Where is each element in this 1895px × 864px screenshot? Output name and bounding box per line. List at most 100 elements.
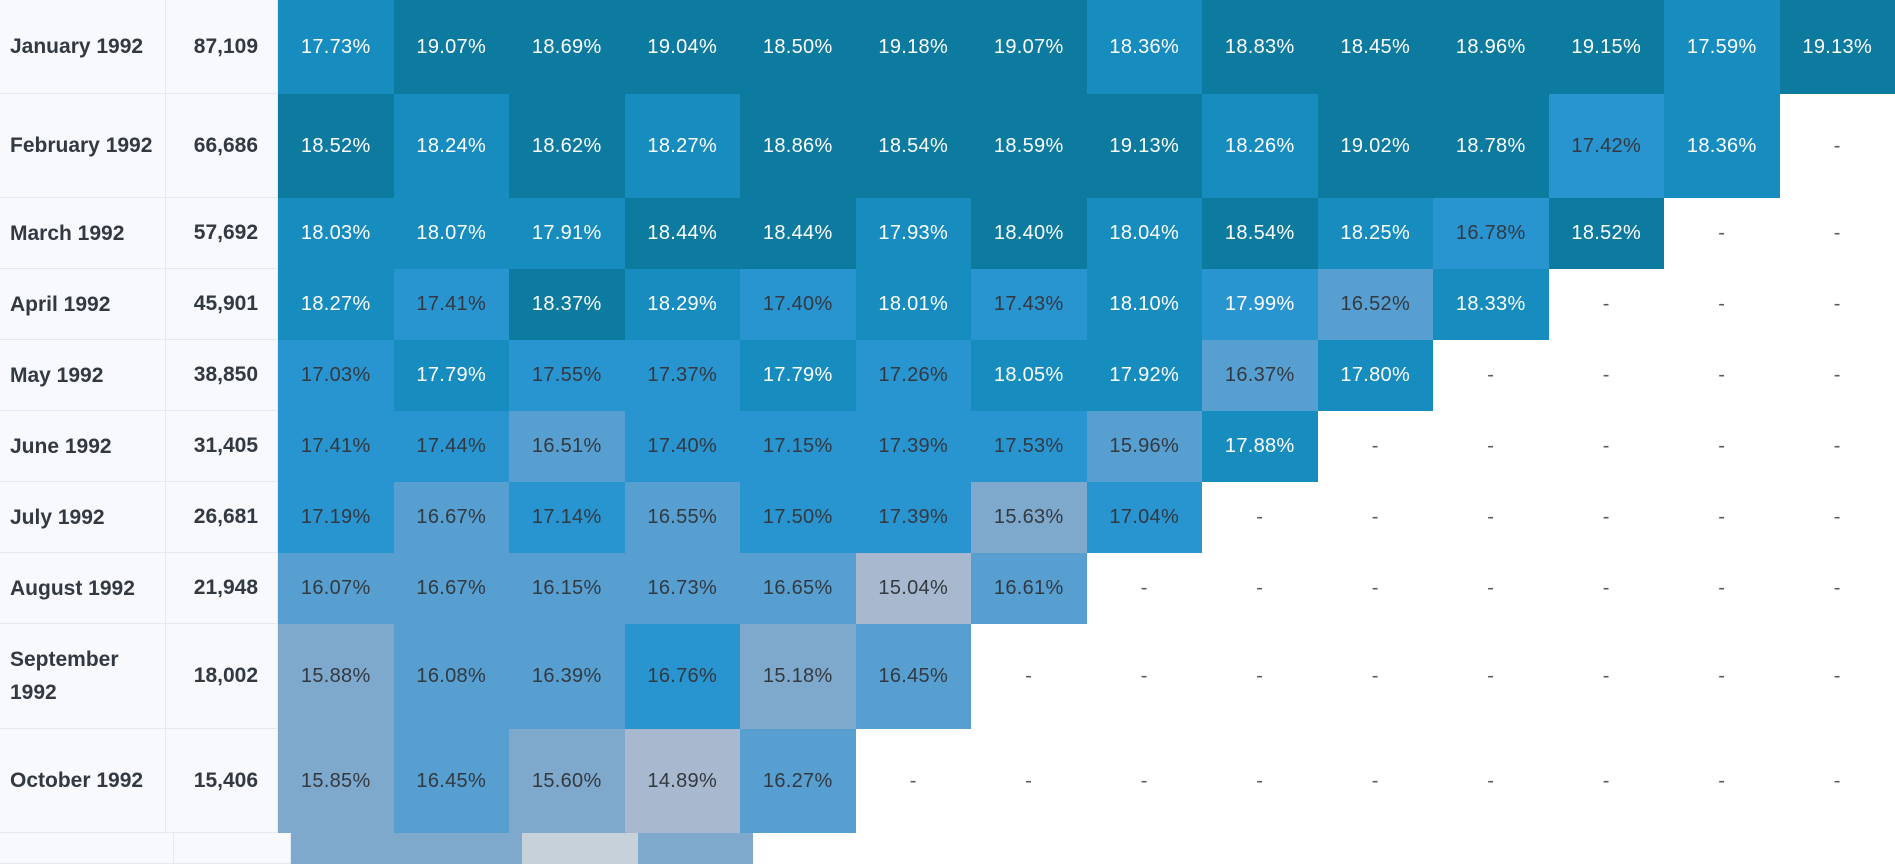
retention-cell: 17.55% — [509, 340, 625, 411]
cohort-row: September 1992 18,002 15.88% 16.08% 16.39% 16… — [0, 624, 1895, 729]
cohort-label: October 1992 — [0, 729, 167, 833]
empty-cell: - — [1602, 435, 1610, 457]
empty-cell: - — [1718, 435, 1726, 457]
cohort-label: March 1992 — [0, 198, 167, 269]
retention-cell: 16.73% — [624, 553, 740, 624]
retention-cell: 18.45% — [1317, 0, 1433, 94]
cohort-label-text: July 1992 — [10, 505, 105, 529]
cohort-label-text: March 1992 — [10, 221, 125, 245]
empty-cell: - — [1833, 293, 1841, 315]
retention-cell: 16.51% — [509, 411, 625, 482]
retention-cell: 17.59% — [1664, 0, 1780, 94]
retention-cell: 18.33% — [1433, 269, 1549, 340]
empty-cell: - — [1140, 577, 1148, 599]
retention-cell: 16.65% — [740, 553, 856, 624]
empty-cell: - — [1833, 222, 1841, 244]
retention-cell: 16.55% — [624, 482, 740, 553]
retention-cell: 18.04% — [1086, 198, 1202, 269]
cohort-label-text: May 1992 — [10, 363, 104, 387]
retention-cell: 16.61% — [971, 553, 1087, 624]
retention-cell: 16.67% — [393, 553, 509, 624]
retention-cell: 19.04% — [624, 0, 740, 94]
retention-cell: 17.39% — [855, 411, 971, 482]
cohort-size: 15,406 — [166, 729, 278, 833]
empty-cell: - — [1140, 665, 1148, 687]
retention-cell: 17.53% — [971, 411, 1087, 482]
cohort-size — [174, 833, 291, 864]
empty-cell: - — [1487, 577, 1495, 599]
retention-cell: 17.40% — [624, 411, 740, 482]
cohort-size: 57,692 — [166, 198, 278, 269]
retention-cell: 18.52% — [278, 94, 394, 198]
empty-cell: - — [1718, 364, 1726, 386]
cohort-row: April 1992 45,901 18.27% 17.41% 18.37% 18.29%… — [0, 269, 1895, 340]
retention-cell: 18.26% — [1202, 94, 1318, 198]
retention-cell: 17.14% — [509, 482, 625, 553]
empty-cell: - — [1487, 506, 1495, 528]
retention-cell: 17.39% — [855, 482, 971, 553]
retention-cell: 18.36% — [1664, 94, 1780, 198]
cohort-label — [0, 833, 174, 864]
retention-cell: 16.39% — [509, 624, 625, 729]
retention-cell: 18.54% — [1202, 198, 1318, 269]
retention-cell: 18.50% — [740, 0, 856, 94]
retention-cell: 14.89% — [624, 729, 740, 833]
retention-cell: 15.63% — [971, 482, 1087, 553]
cohort-row: October 1992 15,406 15.85% 16.45% 15.60% 14.8… — [0, 729, 1895, 833]
empty-cell: - — [1833, 364, 1841, 386]
cohort-label-text: September 1992 — [10, 648, 119, 704]
retention-cell: 17.92% — [1086, 340, 1202, 411]
retention-cell: 18.44% — [624, 198, 740, 269]
empty-cell: - — [1602, 506, 1610, 528]
retention-cell: 18.83% — [1202, 0, 1318, 94]
retention-cell: 17.79% — [393, 340, 509, 411]
retention-cell: 18.78% — [1433, 94, 1549, 198]
retention-cell: 18.05% — [971, 340, 1087, 411]
cohort-size: 87,109 — [166, 0, 278, 94]
retention-cell: 18.37% — [509, 269, 625, 340]
retention-cell: 16.08% — [393, 624, 509, 729]
empty-cell: - — [1833, 577, 1841, 599]
empty-cell: - — [1833, 134, 1841, 157]
retention-cell: 18.86% — [740, 94, 856, 198]
retention-cell: 17.42% — [1548, 94, 1664, 198]
empty-cell: - — [1833, 665, 1841, 687]
empty-cell: - — [1487, 435, 1495, 457]
cohort-label-text: April 1992 — [10, 292, 111, 316]
retention-cell: 16.15% — [509, 553, 625, 624]
retention-cell: 16.07% — [278, 553, 394, 624]
empty-cell: - — [1487, 769, 1495, 792]
empty-cell: - — [1718, 293, 1726, 315]
retention-cell: 18.29% — [624, 269, 740, 340]
retention-cell: 18.96% — [1433, 0, 1549, 94]
empty-cell: - — [1833, 435, 1841, 457]
retention-cell: 18.44% — [740, 198, 856, 269]
retention-cell: 18.27% — [624, 94, 740, 198]
retention-cell: 15.18% — [740, 624, 856, 729]
cohort-label-text: January 1992 — [10, 35, 144, 58]
cohort-size: 21,948 — [166, 553, 278, 624]
empty-cell: - — [1487, 364, 1495, 386]
retention-cell: 18.69% — [509, 0, 625, 94]
retention-cell: 17.79% — [740, 340, 856, 411]
cohort-label-text: October 1992 — [10, 769, 144, 792]
retention-cell: 17.40% — [740, 269, 856, 340]
cohort-row: August 1992 21,948 16.07% 16.67% 16.15% 16.73… — [0, 553, 1895, 624]
retention-cell — [406, 833, 522, 864]
retention-cell: 18.01% — [855, 269, 971, 340]
retention-cell: 17.44% — [393, 411, 509, 482]
cohort-row: February 1992 66,686 18.52% 18.24% 18.62% 18.… — [0, 94, 1895, 198]
cohort-label-text: August 1992 — [10, 576, 135, 600]
empty-cell: - — [1025, 769, 1033, 792]
retention-cell: 17.73% — [278, 0, 394, 94]
retention-cell: 16.52% — [1317, 269, 1433, 340]
retention-cell: 18.62% — [509, 94, 625, 198]
empty-cell: - — [1718, 577, 1726, 599]
retention-cell: 16.78% — [1433, 198, 1549, 269]
cohort-label: June 1992 — [0, 411, 167, 482]
cohort-label: February 1992 — [0, 94, 167, 198]
cohort-row: June 1992 31,405 17.41% 17.44% 16.51% 17.40% 1… — [0, 411, 1895, 482]
empty-cell: - — [1602, 665, 1610, 687]
retention-cell — [637, 833, 753, 864]
